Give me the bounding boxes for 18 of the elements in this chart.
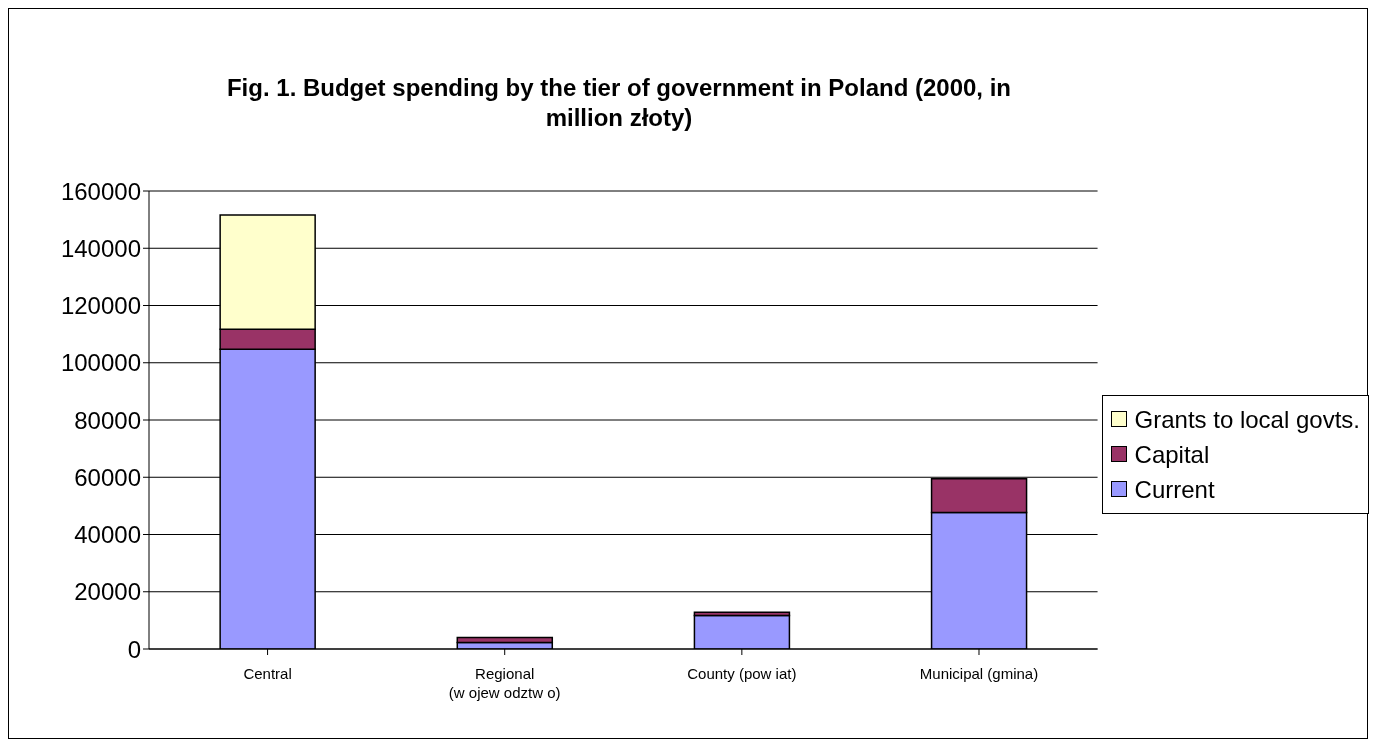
y-tick-label: 20000	[74, 578, 141, 606]
chart-title: Fig. 1. Budget spending by the tier of government in Poland (2000, in million złoty)	[225, 73, 1013, 133]
y-tick-label: 60000	[74, 463, 141, 491]
y-tick-label: 0	[127, 635, 141, 663]
bar	[456, 636, 554, 644]
x-tick-label: County (pow iat)	[687, 665, 797, 682]
y-tick-label: 140000	[60, 234, 141, 262]
legend-label: Capital	[1134, 439, 1210, 470]
x-tick-label: Central	[243, 665, 292, 682]
legend-label: Current	[1134, 474, 1215, 505]
y-tick-label: 100000	[60, 349, 141, 377]
y-tick-label: 160000	[60, 177, 141, 205]
y-tick-label: 40000	[74, 521, 141, 549]
y-tick-label: 120000	[60, 292, 141, 320]
x-tick-label: Municipal (gmina)	[919, 665, 1039, 682]
y-tick-label: 80000	[74, 406, 141, 434]
x-tick-label: Regional (w ojew odztw o)	[448, 665, 561, 701]
legend-label: Grants to local govts.	[1134, 404, 1360, 435]
